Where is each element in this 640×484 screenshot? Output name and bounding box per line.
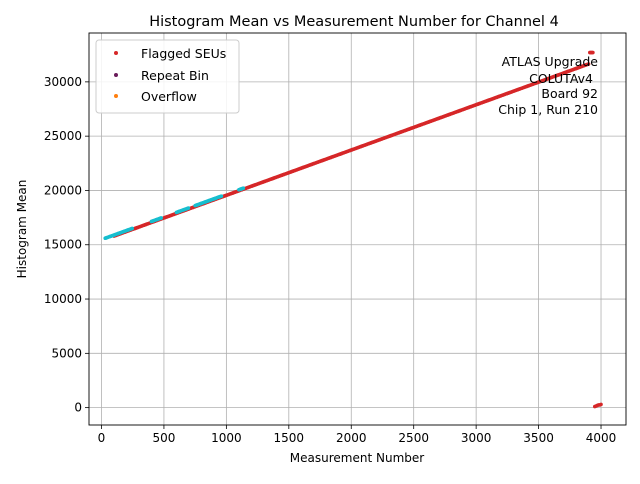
y-axis-label: Histogram Mean (15, 180, 29, 279)
legend-label-repeat-bin: Repeat Bin (141, 68, 209, 83)
annotation-block: ATLAS Upgrade COLUTAv4 Board 92 Chip 1, … (498, 54, 598, 117)
x-axis-label: Measurement Number (290, 451, 424, 465)
legend-label-overflow: Overflow (141, 89, 197, 104)
legend-label-flagged-seus: Flagged SEUs (141, 46, 226, 61)
x-tick-label: 1500 (274, 431, 305, 445)
x-tick-label: 2500 (398, 431, 429, 445)
grid (89, 33, 626, 425)
annotation-line-3: Board 92 (541, 86, 598, 101)
legend: Flagged SEUs Repeat Bin Overflow (95, 39, 240, 114)
annotation-line-2: COLUTAv4 (529, 71, 593, 86)
flagged-seu-point (599, 402, 603, 407)
x-tick-label: 0 (98, 431, 106, 445)
plot-frame (88, 32, 627, 426)
x-tick-label: 500 (152, 431, 175, 445)
cyan-data-point (130, 226, 135, 231)
y-tick-label: 25000 (44, 129, 82, 143)
flagged-seu-point (586, 62, 591, 66)
cyan-data-point (219, 194, 224, 198)
cyan-data-point (241, 186, 246, 190)
annotation-line-4: Chip 1, Run 210 (498, 102, 598, 117)
legend-marker-flagged-seus (114, 51, 118, 55)
chart-title: Histogram Mean vs Measurement Number for… (149, 14, 559, 30)
legend-marker-repeat-bin (114, 73, 118, 77)
cyan-data-point (186, 206, 191, 210)
flagged-seu-point (591, 50, 595, 55)
y-tick-label: 0 (74, 401, 82, 415)
cyan-data-point (159, 216, 163, 220)
legend-box (95, 39, 240, 114)
y-tick-label: 20000 (44, 183, 82, 197)
x-tick-label: 4000 (586, 431, 617, 445)
legend-entry-overflow: Overflow (114, 89, 197, 104)
legend-entry-flagged-seus: Flagged SEUs (114, 46, 226, 61)
data-points (103, 50, 603, 409)
annotation-line-1: ATLAS Upgrade (502, 54, 599, 69)
x-tick-label: 3500 (523, 431, 554, 445)
y-tick-label: 30000 (44, 75, 82, 89)
x-axis-ticks: 0 500 1000 1500 2000 2500 3000 3500 4000 (98, 425, 617, 445)
y-tick-label: 10000 (44, 292, 82, 306)
x-tick-label: 2000 (336, 431, 367, 445)
y-tick-label: 15000 (44, 238, 82, 252)
legend-entry-repeat-bin: Repeat Bin (114, 68, 209, 83)
y-axis-ticks: 0 5000 10000 15000 20000 25000 30000 (44, 75, 89, 415)
x-tick-label: 3000 (461, 431, 492, 445)
y-tick-label: 5000 (51, 346, 82, 360)
x-tick-label: 1000 (211, 431, 242, 445)
legend-marker-overflow (114, 94, 118, 98)
